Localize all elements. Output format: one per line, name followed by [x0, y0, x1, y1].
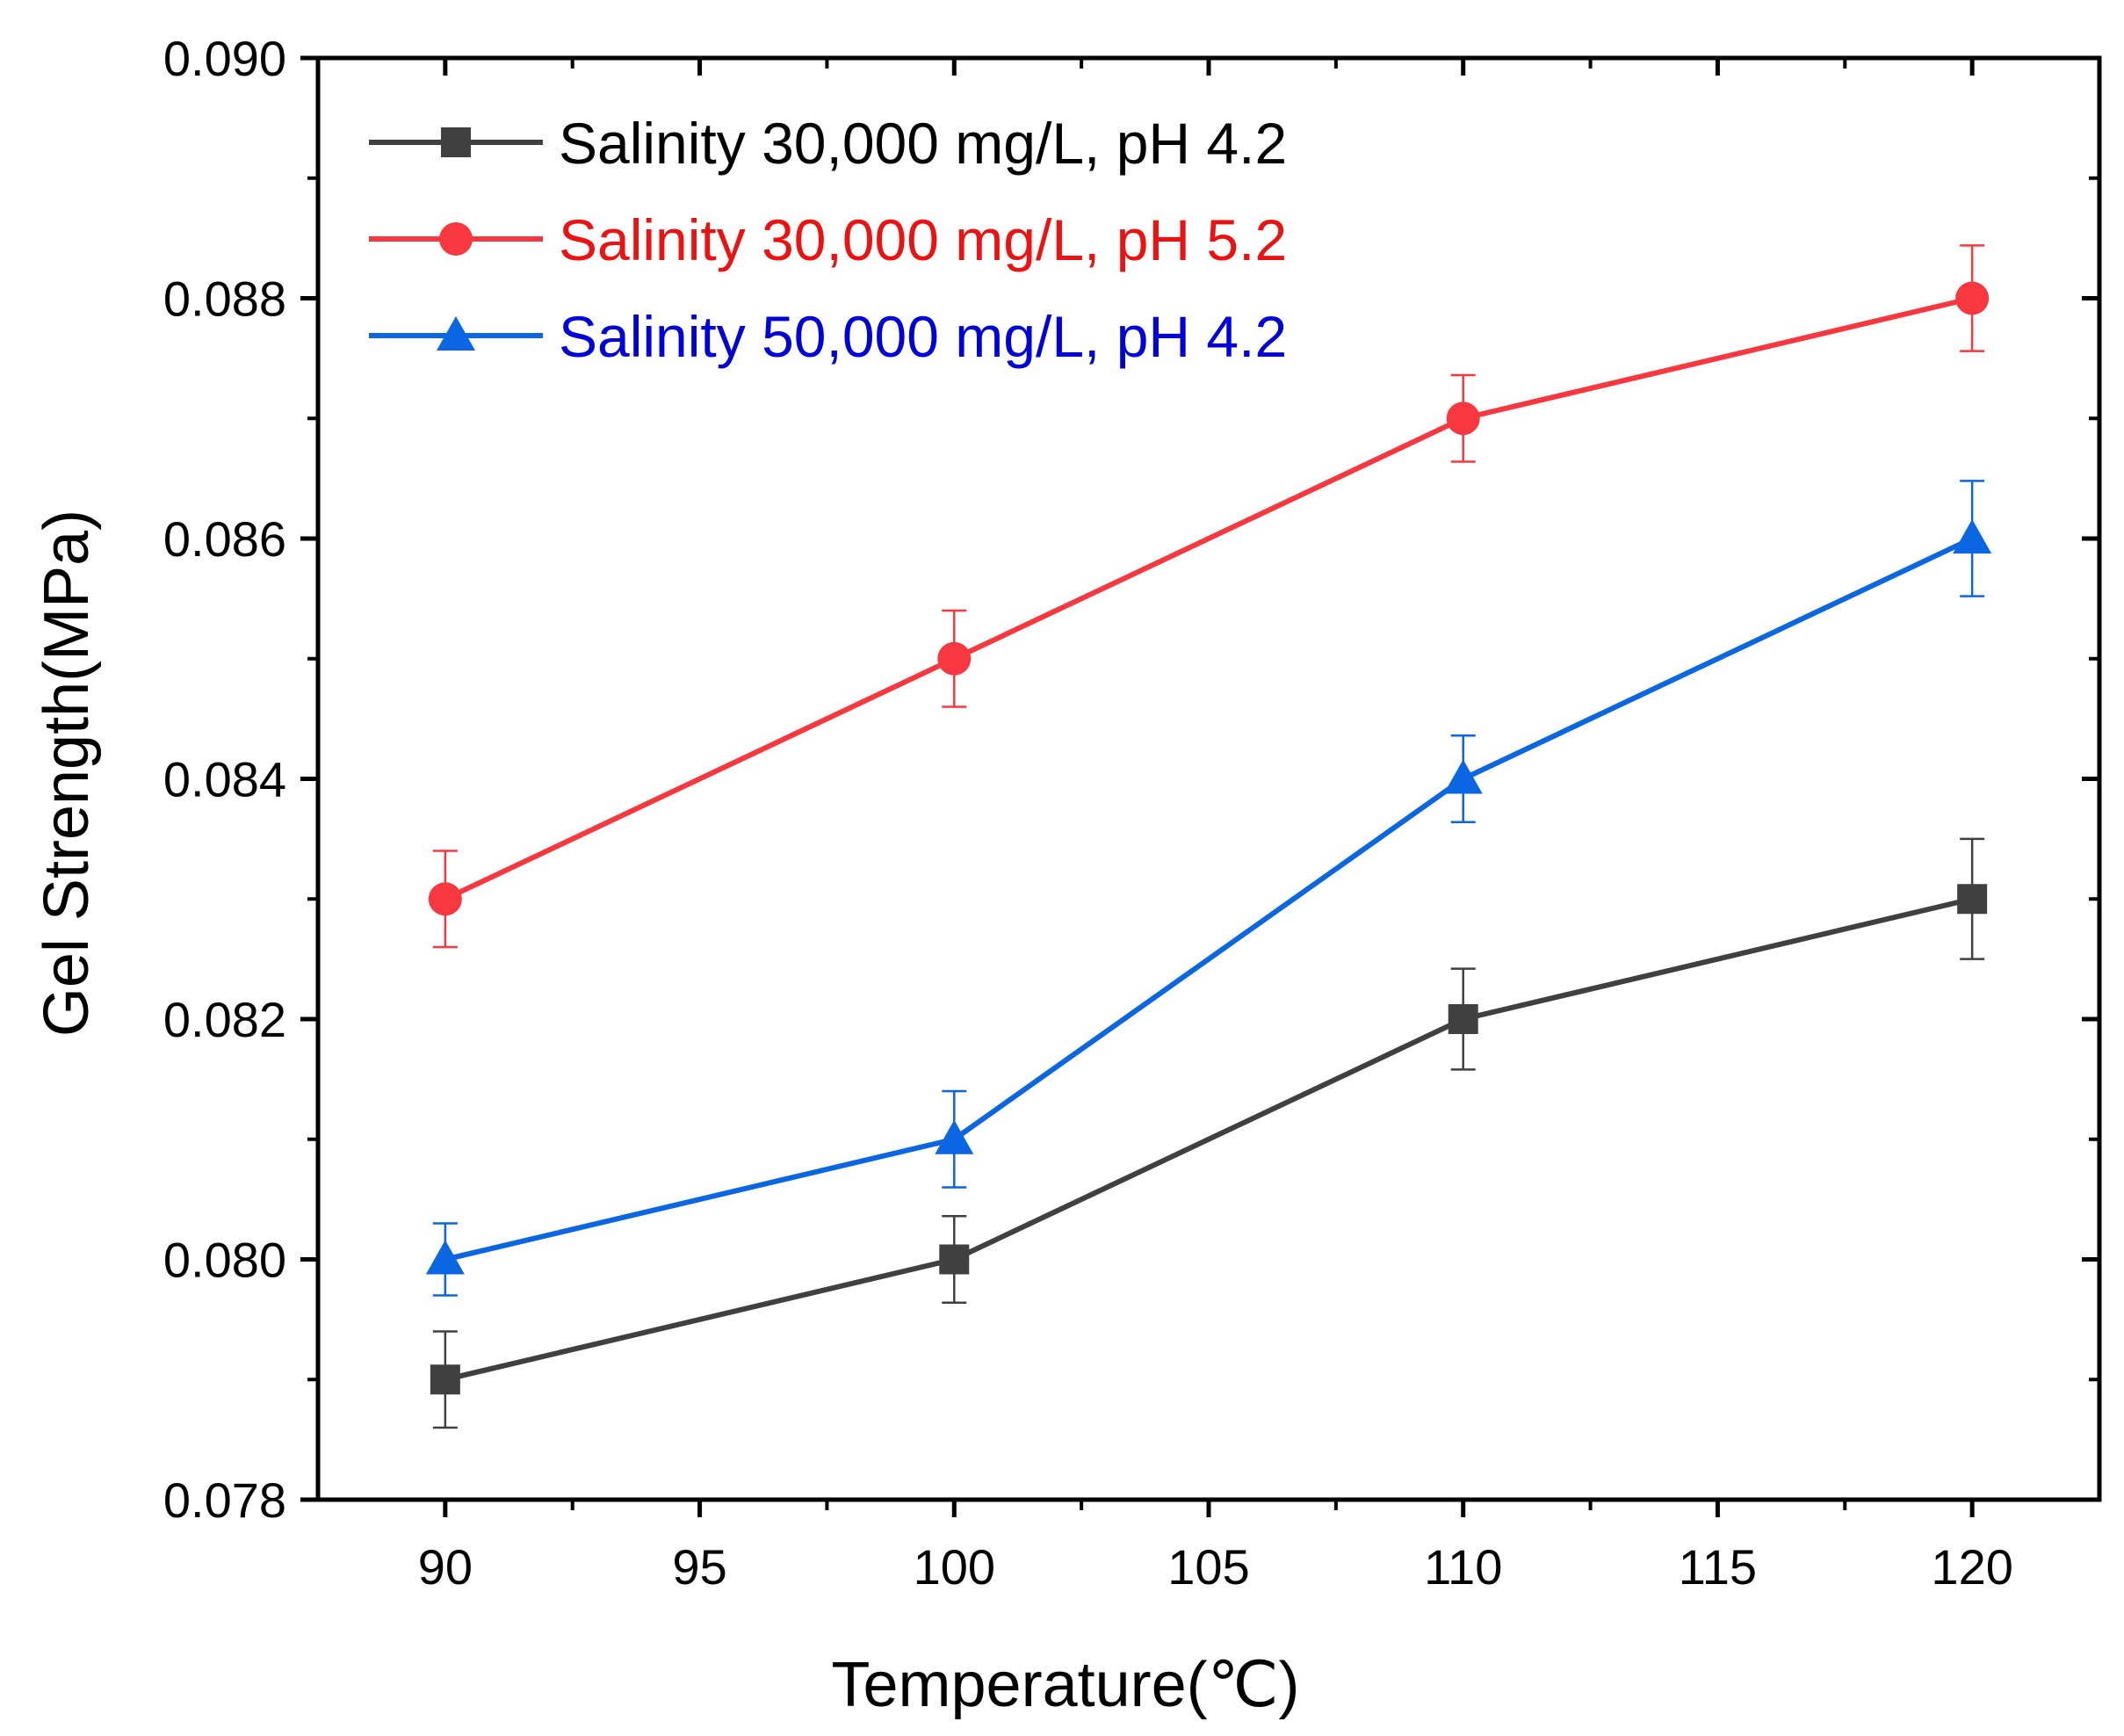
- data-point: [1957, 884, 1988, 915]
- x-tick-label: 95: [672, 1539, 726, 1595]
- data-point: [935, 1119, 974, 1154]
- y-axis: 0.078 0.080 0.082 0.084 0.086 0.088 0.090: [163, 31, 2099, 1528]
- series-line: [444, 896, 1973, 1383]
- series-3: [425, 480, 1992, 1297]
- y-tick-label: 0.078: [163, 1472, 286, 1528]
- data-point: [1443, 759, 1483, 794]
- legend-marker: [437, 316, 475, 351]
- legend: Salinity 30,000 mg/L, pH 4.2 Salinity 30,…: [369, 111, 1287, 369]
- data-point: [1446, 401, 1480, 436]
- data-point: [428, 882, 462, 916]
- plot-frame: [315, 55, 2102, 1502]
- x-axis-title: Temperature(℃): [831, 1650, 1299, 1720]
- series-2: [428, 244, 1990, 949]
- y-axis-title: Gel Strength(MPa): [32, 510, 102, 1037]
- series-line: [444, 295, 1973, 901]
- series-line: [444, 536, 1974, 1262]
- y-tick-label: 0.082: [163, 992, 286, 1047]
- y-tick-label: 0.090: [163, 31, 286, 86]
- legend-label: Salinity 30,000 mg/L, pH 5.2: [559, 207, 1287, 272]
- data-point: [1448, 1004, 1478, 1034]
- series-1: [430, 837, 1988, 1429]
- data-point: [937, 641, 972, 676]
- legend-label: Salinity 50,000 mg/L, pH 4.2: [559, 304, 1287, 369]
- data-point: [1955, 281, 1990, 315]
- legend-item-1: Salinity 30,000 mg/L, pH 4.2: [369, 111, 1287, 176]
- x-tick-label: 110: [1424, 1539, 1502, 1595]
- legend-label: Salinity 30,000 mg/L, pH 4.2: [559, 111, 1287, 176]
- y-tick-label: 0.086: [163, 511, 286, 567]
- data-point: [939, 1244, 970, 1275]
- plot-border: [315, 55, 2102, 1502]
- data-point: [425, 1240, 465, 1275]
- legend-marker: [441, 127, 471, 157]
- x-tick-label: 120: [1931, 1539, 2012, 1595]
- y-tick-label: 0.088: [163, 271, 286, 327]
- x-tick-label: 90: [418, 1539, 473, 1595]
- legend-marker: [439, 222, 473, 256]
- x-tick-label: 105: [1167, 1539, 1249, 1595]
- series-layer: [425, 244, 1992, 1429]
- data-point: [430, 1364, 460, 1395]
- x-tick-label: 100: [914, 1539, 995, 1595]
- y-tick-label: 0.080: [163, 1233, 286, 1288]
- legend-item-2: Salinity 30,000 mg/L, pH 5.2: [369, 207, 1287, 272]
- y-tick-label: 0.084: [163, 752, 286, 807]
- x-axis: 90 95 100 105 110 115 120: [418, 58, 2013, 1595]
- data-point: [1953, 519, 1992, 553]
- legend-item-3: Salinity 50,000 mg/L, pH 4.2: [369, 304, 1287, 369]
- x-tick-label: 115: [1679, 1539, 1757, 1595]
